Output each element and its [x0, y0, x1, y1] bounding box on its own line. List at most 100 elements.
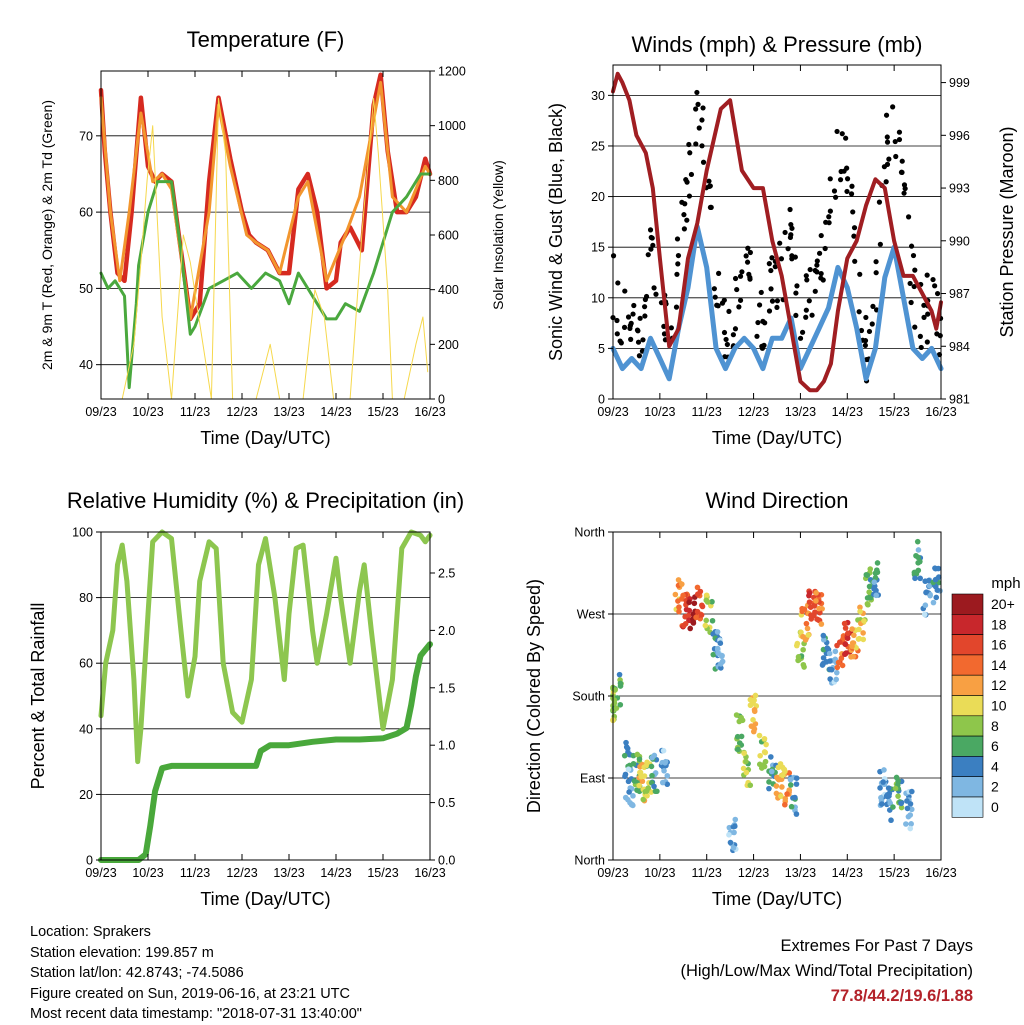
winds-gust-point — [850, 209, 856, 215]
wind-direction-point — [761, 735, 768, 742]
wind-direction-point — [740, 765, 747, 772]
wind-direction-point — [768, 754, 774, 760]
winds-gust-point — [898, 169, 905, 175]
wind-direction-point — [779, 784, 785, 790]
wind-direction-point — [686, 599, 692, 606]
winds-gust-point — [851, 233, 857, 239]
wind-direction-point — [842, 625, 849, 631]
wind-direction-xtick-label: 10/23 — [644, 866, 675, 880]
wind-direction-point — [781, 766, 788, 773]
winds-gust-point — [675, 261, 681, 267]
winds-ylabel: Sonic Wind & Gust (Blue, Black) — [546, 103, 566, 361]
winds-gust-point — [924, 339, 930, 345]
winds-gust-point — [772, 264, 778, 270]
wind-direction-point — [834, 664, 841, 671]
wind-direction-point — [682, 613, 688, 620]
wind-direction-ytick-label: East — [580, 772, 606, 786]
winds-plot-frame — [612, 64, 942, 400]
wind-direction-point — [649, 754, 656, 761]
humidity-series-line — [98, 641, 433, 863]
winds-gust-point — [899, 158, 905, 164]
winds-xtick-label: 13/23 — [785, 405, 816, 419]
winds-gust-point — [696, 125, 702, 131]
wind-direction-point — [860, 630, 866, 636]
winds-gust-point — [766, 261, 772, 267]
wind-direction-point — [743, 758, 749, 765]
wind-direction-point — [898, 800, 904, 807]
wind-direction-ytick-label: North — [574, 854, 605, 868]
wind-direction-point — [795, 654, 802, 660]
wind-direction-point — [775, 764, 782, 771]
wind-direction-point — [630, 793, 636, 799]
wind-direction-legend-swatch — [951, 735, 984, 757]
winds-y2label: Station Pressure (Maroon) — [997, 126, 1017, 337]
winds-gust-point — [739, 269, 745, 275]
temperature-xtick-label: 11/23 — [180, 405, 210, 419]
winds-gust-point — [617, 338, 623, 344]
temperature-ytick-label: 70 — [79, 129, 93, 143]
wind-direction-point — [693, 614, 699, 621]
wind-direction-point — [747, 702, 754, 709]
wind-direction-point — [833, 669, 840, 676]
winds-gust-point — [843, 135, 849, 141]
wind-direction-point — [662, 759, 668, 766]
wind-direction-point — [871, 579, 878, 585]
created-text: Figure created on Sun, 2019-06-16, at 23… — [30, 985, 350, 1002]
wind-direction-legend-swatch — [951, 654, 984, 676]
wind-direction-point — [844, 635, 851, 642]
winds-gust-point — [826, 214, 832, 220]
winds-gust-point — [893, 153, 899, 160]
winds-gust-point — [614, 317, 620, 324]
winds-gust-point — [793, 290, 799, 296]
winds-ytick-label: 15 — [591, 241, 605, 255]
wind-direction-legend-swatch — [951, 613, 984, 635]
winds-gust-point — [896, 129, 903, 135]
wind-direction-legend-swatch — [951, 756, 984, 778]
winds-gust-point — [716, 270, 722, 276]
wind-direction-legend-swatch — [951, 593, 984, 615]
wind-direction-point — [661, 767, 667, 774]
wind-direction-xtick-label: 15/23 — [879, 866, 910, 880]
wind-direction-point — [761, 763, 768, 770]
winds-gust-point — [930, 276, 936, 283]
winds-gust-point — [803, 307, 809, 313]
wind-direction-point — [664, 772, 671, 779]
wind-direction-point — [676, 608, 682, 615]
wind-direction-legend-label: 8 — [991, 718, 999, 734]
wind-direction-point — [778, 793, 784, 799]
winds-gust-point — [907, 280, 913, 287]
winds-gust-point — [862, 342, 868, 348]
temperature-y2tick-label: 200 — [438, 338, 459, 352]
humidity-ylabel: Percent & Total Rainfall — [28, 603, 48, 790]
wind-direction-point — [687, 625, 694, 632]
wind-direction-point — [798, 629, 804, 636]
winds-gust-point — [774, 298, 781, 304]
winds-gust-point — [793, 312, 799, 319]
winds-gust-point — [814, 269, 820, 275]
wind-direction-point — [756, 732, 763, 739]
wind-direction-point — [750, 717, 756, 723]
winds-gust-point — [804, 277, 810, 283]
wind-direction-point — [715, 650, 721, 656]
wind-direction-xtick-label: 11/23 — [692, 866, 722, 880]
wind-direction-point — [709, 617, 716, 624]
winds-gust-point — [812, 288, 818, 294]
winds-gust-point — [732, 275, 739, 282]
temperature-series-line — [121, 97, 429, 400]
wind-direction-point — [904, 805, 911, 812]
winds-gust-point — [794, 283, 800, 289]
wind-direction-point — [780, 772, 786, 779]
wind-direction-legend-label: 18 — [991, 616, 1007, 632]
wind-direction-point — [732, 816, 739, 823]
winds-gust-point — [818, 271, 824, 277]
temperature-ytick-label: 50 — [79, 282, 93, 296]
winds-gust-point — [785, 246, 791, 252]
winds-gust-point — [814, 258, 820, 264]
winds-gust-point — [681, 212, 687, 218]
winds-gust-point — [768, 286, 774, 292]
winds-gust-point — [844, 176, 851, 182]
temperature-y2tick-label: 600 — [438, 229, 459, 243]
wind-direction-point — [903, 821, 909, 827]
wind-direction-point — [786, 770, 793, 776]
humidity-title: Relative Humidity (%) & Precipitation (i… — [67, 488, 464, 513]
